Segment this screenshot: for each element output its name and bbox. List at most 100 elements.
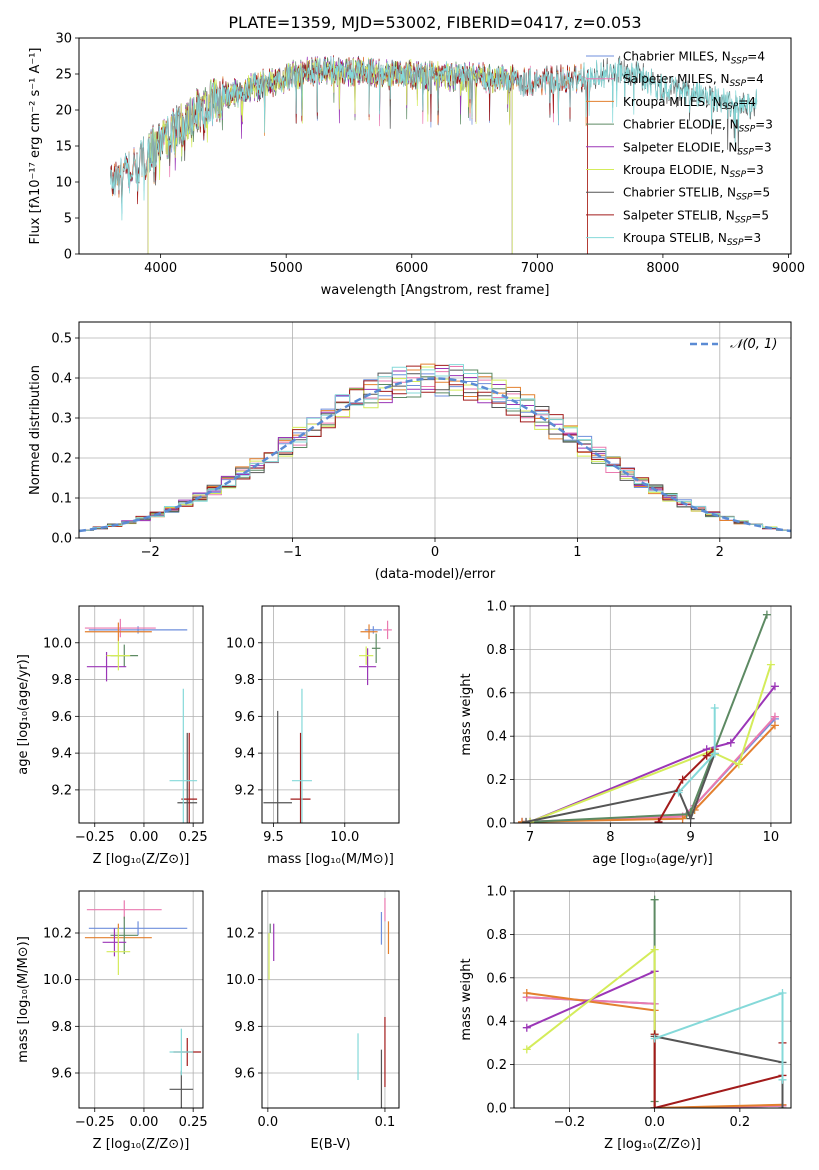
plus-marker — [770, 712, 779, 721]
y-tick-label: 9.2 — [234, 783, 255, 798]
y-tick-label: 9.6 — [51, 1067, 72, 1082]
figure-title: PLATE=1359, MJD=53002, FIBERID=0417, z=0… — [228, 13, 641, 32]
axes-frame — [261, 890, 400, 1109]
z-age-panel: −0.25 0.00 0.25 9.2 9.4 9.6 9.8 10.0 Z [log₁₀(Z/… — [16, 605, 208, 867]
y-tick-label: 0.5 — [51, 332, 72, 347]
axes-frame — [78, 37, 792, 255]
plus-marker — [522, 817, 531, 823]
weight-line — [654, 991, 784, 1080]
y-tick-label: 10.2 — [43, 927, 72, 942]
plus-marker — [778, 1104, 787, 1108]
plot-area — [263, 620, 392, 823]
y-tick-label: 0.0 — [51, 532, 72, 547]
z-weight-panel: −0.2 0.0 0.2 0.0 0.2 0.4 0.6 0.8 1.0 Z [log₁₀(Z/Z… — [459, 885, 792, 1152]
plot-area — [522, 895, 787, 1108]
legend-label: Salpeter STELIB, NSSP=5 — [623, 208, 769, 225]
y-tick-label: 0.1 — [51, 492, 72, 507]
plus-marker — [710, 703, 719, 712]
plus-marker — [770, 721, 779, 730]
y-tick-label: 0.8 — [486, 928, 507, 943]
plus-marker — [522, 1023, 531, 1032]
legend: 𝒩(0, 1) — [690, 337, 777, 352]
plus-marker — [650, 895, 659, 904]
weight-line — [526, 947, 656, 1108]
x-tick-label: 5000 — [270, 261, 303, 276]
plus-marker — [766, 660, 775, 669]
spectrum-line — [147, 56, 513, 254]
histogram-step — [79, 364, 791, 538]
y-tick-label: 30 — [55, 32, 72, 47]
legend-label: Salpeter ELODIE, NSSP=3 — [623, 140, 772, 157]
plus-marker — [650, 945, 659, 954]
y-axis-label: mass [log₁₀(M/M⊙)] — [16, 936, 31, 1063]
y-tick-label: 0.0 — [486, 817, 507, 832]
y-tick-label: 10.2 — [226, 927, 255, 942]
x-tick-label: 0.25 — [179, 830, 208, 845]
plus-marker — [522, 988, 531, 997]
plus-marker — [726, 738, 735, 747]
axes-frame — [261, 605, 400, 824]
weight-line — [653, 1034, 784, 1108]
y-tick-label: 10 — [55, 176, 72, 191]
plus-marker — [778, 988, 787, 997]
axes-frame — [513, 605, 792, 824]
y-tick-label: 9.8 — [51, 1020, 72, 1035]
x-tick-label: 7000 — [521, 261, 554, 276]
legend: Chabrier MILES, NSSP=4 Salpeter MILES, NS… — [586, 50, 773, 248]
y-tick-label: 0.2 — [486, 773, 507, 788]
y-tick-label: 10.0 — [226, 636, 255, 651]
ebv-mass-panel: 0.0 0.1 9.6 9.8 10.0 10.2 E(B-V) — [226, 890, 400, 1152]
weight-line — [521, 716, 776, 823]
x-tick-label: 0.00 — [129, 830, 158, 845]
weight-line — [526, 969, 656, 1108]
plot-area — [110, 55, 758, 254]
plus-marker — [678, 814, 687, 823]
axes-frame — [78, 890, 204, 1109]
x-tick-label: −1 — [283, 545, 302, 560]
plus-marker — [674, 788, 683, 797]
plot-area — [518, 610, 779, 823]
plus-marker — [522, 1045, 531, 1054]
y-tick-label: 20 — [55, 104, 72, 119]
y-tick-label: 15 — [55, 140, 72, 155]
y-tick-label: 9.4 — [51, 747, 72, 762]
plus-marker — [650, 1034, 659, 1043]
y-tick-label: 9.6 — [234, 1067, 255, 1082]
plus-marker — [678, 775, 687, 784]
z-mass-panel: −0.25 0.00 0.25 9.6 9.8 10.0 10.2 Z [log₁₀(Z/Z⊙… — [16, 890, 208, 1152]
legend-label: Chabrier ELODIE, NSSP=3 — [623, 118, 773, 135]
y-tick-label: 0.2 — [486, 1058, 507, 1073]
x-tick-label: 4000 — [144, 261, 177, 276]
plus-marker — [650, 1104, 659, 1108]
x-tick-label: 0.00 — [129, 1115, 158, 1130]
x-tick-label: 0.0 — [644, 1115, 665, 1130]
axes-frame — [78, 321, 792, 539]
y-tick-label: 10.0 — [226, 973, 255, 988]
x-tick-label: −0.2 — [554, 1115, 586, 1130]
x-tick-label: 9000 — [772, 261, 805, 276]
x-tick-label: −0.25 — [75, 1115, 115, 1130]
plus-marker — [710, 749, 719, 758]
y-axis-label: mass weight — [459, 673, 474, 755]
y-tick-label: 10.0 — [43, 973, 72, 988]
plot-area — [268, 898, 390, 1108]
plus-marker — [654, 817, 663, 823]
y-tick-label: 9.6 — [51, 710, 72, 725]
x-tick-label: 8000 — [646, 261, 679, 276]
y-tick-label: 9.6 — [234, 710, 255, 725]
residual-histogram-panel: −2 −1 0 1 2 0.0 0.1 0.2 0.3 0.4 0.5 (data-model)/er… — [28, 321, 792, 582]
weight-line — [654, 1035, 784, 1108]
x-tick-label: 6000 — [395, 261, 428, 276]
x-axis-label: wavelength [Angstrom, rest frame] — [321, 283, 550, 298]
mass-age-panel: 9.5 10.0 9.2 9.4 9.6 9.8 10.0 mass [log₁₀(M/M⊙)… — [226, 605, 400, 867]
grid-lines — [262, 891, 399, 1108]
x-tick-label: 0.25 — [179, 1115, 208, 1130]
weight-line — [530, 614, 768, 823]
y-tick-label: 0.4 — [51, 372, 72, 387]
y-axis-label: age [log₁₀(age/yr)] — [16, 654, 31, 775]
y-tick-label: 9.8 — [234, 1020, 255, 1035]
x-tick-label: 0.2 — [730, 1115, 751, 1130]
plus-marker — [778, 1075, 787, 1084]
y-tick-label: 0.6 — [486, 971, 507, 986]
